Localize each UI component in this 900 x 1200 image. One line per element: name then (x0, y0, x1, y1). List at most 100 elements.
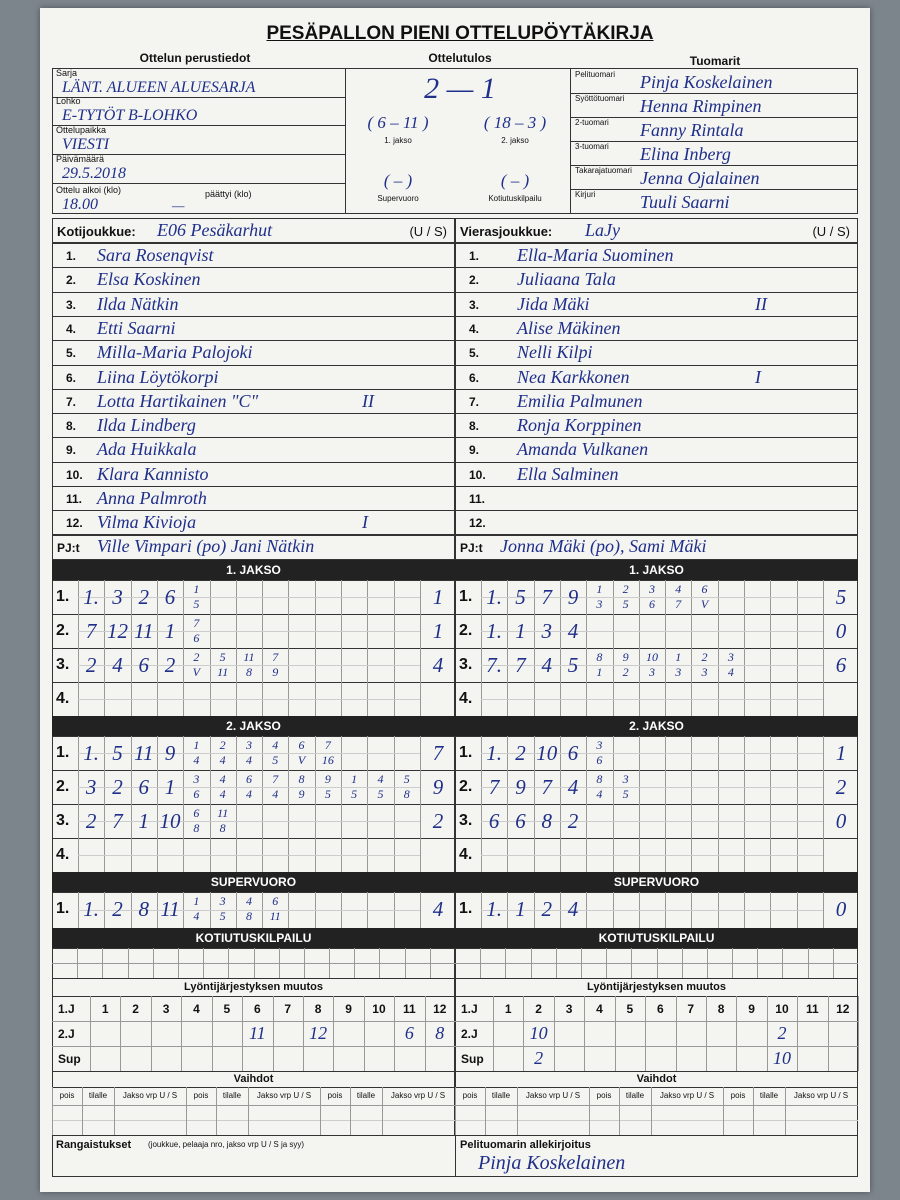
rule (570, 165, 858, 166)
rule (114, 1087, 115, 1135)
rule (455, 486, 858, 487)
player-number: 2. (66, 273, 77, 288)
cell-bottom: 4 (193, 753, 200, 767)
rule (736, 996, 738, 1071)
rule (52, 1087, 455, 1088)
player-number: 1. (469, 249, 480, 263)
cell-top: 1 (193, 894, 200, 908)
cell: 9 (567, 585, 579, 609)
field-value: VIESTI (62, 136, 110, 153)
cell: 3 (112, 585, 123, 609)
referee-name: Fanny Rintala (640, 120, 744, 140)
player-number: 9. (469, 443, 480, 458)
cell: 5 (515, 585, 526, 609)
cell-top: 10 (645, 650, 658, 664)
rule (320, 1087, 321, 1135)
cell: 4 (567, 775, 579, 799)
row-total: 0 (835, 619, 847, 643)
rule (481, 910, 823, 911)
rule (52, 1105, 455, 1106)
team-name: LaJy (585, 220, 620, 240)
rule (78, 665, 420, 666)
cell-bottom: 6 (193, 631, 200, 645)
rule (766, 996, 768, 1071)
rule (553, 996, 555, 1071)
rule (455, 291, 858, 293)
rule (419, 804, 421, 838)
rule (455, 1105, 858, 1106)
rule (481, 787, 823, 788)
cell: 4 (567, 897, 579, 921)
band-title: KOTIUTUSKILPAILU (598, 931, 715, 945)
order-cell: 6 (404, 1023, 414, 1043)
band (455, 928, 858, 948)
player-number: 6. (66, 370, 77, 385)
rule (120, 996, 122, 1071)
cell-bottom: 9 (272, 665, 279, 679)
rule (455, 315, 858, 317)
coaches: Ville Vimpari (po) Jani Nätkin (97, 536, 315, 556)
rule (589, 1087, 590, 1135)
subs-column: tilalle (356, 1091, 376, 1100)
cell: 6 (164, 585, 176, 609)
band-title: 1. JAKSO (226, 563, 281, 577)
rule (797, 996, 799, 1071)
cell-top: 7 (272, 772, 279, 786)
cell-top: 3 (193, 772, 200, 786)
title: PESÄPALLON PIENI OTTELUPÖYTÄKIRJA (266, 23, 654, 44)
rule (827, 996, 829, 1071)
player-name: Ronja Korppinen (517, 415, 642, 436)
cell: 2 (112, 897, 123, 921)
cell: 8 (541, 809, 553, 833)
cell-bottom: 11 (269, 909, 281, 923)
cell-top: 9 (622, 650, 629, 664)
cell-bottom: 3 (648, 665, 655, 679)
rule (822, 614, 824, 648)
cell-top: 4 (272, 738, 279, 752)
rule (52, 996, 455, 997)
cell-top: 11 (243, 650, 255, 664)
cell-top: 1 (193, 738, 200, 752)
row-total: 0 (835, 809, 847, 833)
row-label: 3. (459, 812, 473, 829)
referee-role: 3-tuomari (575, 142, 609, 151)
order-column: 10 (372, 1002, 386, 1016)
cell-top: 4 (675, 582, 682, 596)
team-label: Kotijoukkue: (57, 224, 136, 239)
order-column: 12 (836, 1002, 850, 1016)
cell-bottom: 3 (596, 597, 603, 611)
cell: 6 (515, 809, 526, 833)
cell-top: 3 (727, 650, 734, 664)
player-name: Vilma Kivioja (97, 512, 197, 533)
order-row-label: 2.J (461, 1027, 478, 1041)
order-row-label: 2.J (58, 1027, 75, 1041)
cell-bottom: 5 (622, 597, 629, 611)
rule (90, 996, 91, 1071)
rule (394, 996, 396, 1071)
rule (382, 1087, 383, 1135)
cell-bottom: 3 (701, 665, 708, 679)
rule (242, 996, 244, 1071)
cell: 11 (134, 619, 154, 643)
cell-top: 1 (675, 650, 682, 664)
cell-top: 11 (217, 806, 229, 820)
player-number: 7. (469, 394, 480, 409)
band (455, 716, 858, 736)
rule (52, 486, 455, 487)
rule (455, 1120, 858, 1121)
order-column: 3 (565, 1002, 573, 1016)
rule (303, 948, 305, 978)
rule (78, 855, 420, 856)
cell-bottom: 5 (622, 787, 629, 801)
player-name: Liina Löytökorpi (97, 366, 219, 387)
rule (570, 141, 858, 142)
subs-column: tilalle (88, 1091, 108, 1100)
rule (822, 892, 824, 928)
cell: 10 (159, 809, 181, 833)
subs-column: Jakso vrp U / S (256, 1091, 312, 1100)
rule (480, 948, 482, 978)
rule (429, 948, 431, 978)
section-heading: Ottelun perustiedot (139, 51, 251, 65)
period-label: Supervuoro (377, 194, 419, 203)
coaches-label: PJ:t (57, 541, 80, 555)
